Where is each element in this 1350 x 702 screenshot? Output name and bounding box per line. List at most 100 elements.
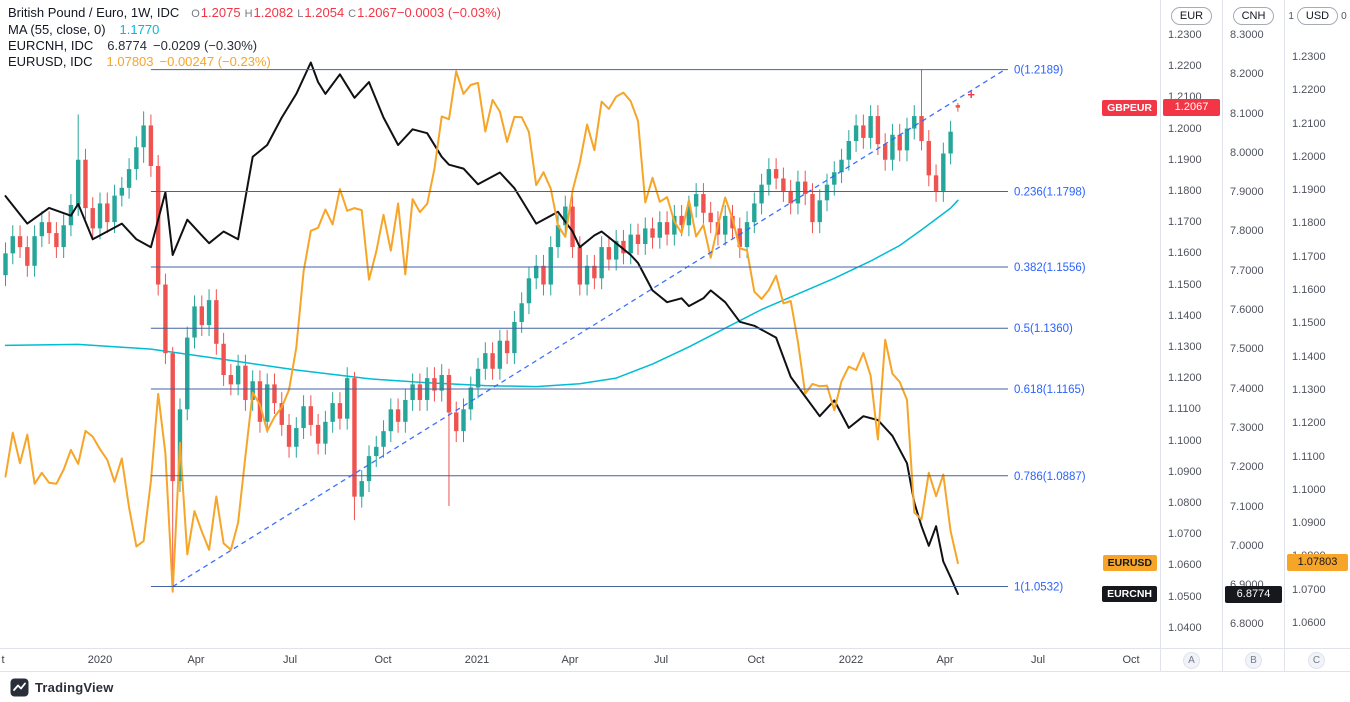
chart-plot-area[interactable]: 0(1.2189) 0.236(1.1798) 0.382(1.1556) 0.5(1… xyxy=(0,0,1160,648)
eur-chip-label: EUR xyxy=(1170,7,1213,25)
price-tick: 1.1300 xyxy=(1292,383,1326,396)
axis-currency-cnh[interactable]: CNH xyxy=(1223,7,1284,25)
price-tick: 7.1000 xyxy=(1230,500,1264,513)
price-tick: 1.0600 xyxy=(1292,617,1326,630)
price-axis-cnh[interactable]: CNH 6.80006.90007.00007.10007.20007.3000… xyxy=(1222,0,1284,648)
price-tick: 1.2300 xyxy=(1292,50,1326,63)
legend-eurusd[interactable]: EURUSD, IDC 1.07803 −0.00247 (−0.23%) xyxy=(8,54,501,70)
scale-button-a[interactable]: A xyxy=(1183,652,1200,669)
open-value: 1.2075 xyxy=(200,5,241,20)
price-tick: 1.1200 xyxy=(1168,372,1202,385)
price-tick: 1.0600 xyxy=(1168,559,1202,572)
price-tick: 1.1400 xyxy=(1168,309,1202,322)
price-tick: 1.1300 xyxy=(1168,340,1202,353)
time-label: Jul xyxy=(653,654,669,666)
price-tick: 1.0900 xyxy=(1292,517,1326,530)
price-tick: 7.6000 xyxy=(1230,304,1264,317)
time-label: Apr xyxy=(936,654,954,666)
price-tick: 8.1000 xyxy=(1230,107,1264,120)
svg-text:0.236(1.1798): 0.236(1.1798) xyxy=(1014,187,1086,199)
last-price-marker: + xyxy=(967,87,975,102)
price-tick: 7.0000 xyxy=(1230,539,1264,552)
price-tick: 1.1700 xyxy=(1292,250,1326,263)
price-tick: 1.1800 xyxy=(1168,184,1202,197)
price-tick: 1.2100 xyxy=(1292,117,1326,130)
eurusd-change: −0.00247 (−0.23%) xyxy=(159,54,271,69)
axis-separator xyxy=(1284,649,1285,671)
svg-text:0.5(1.1360): 0.5(1.1360) xyxy=(1014,323,1073,335)
price-tick: 7.3000 xyxy=(1230,421,1264,434)
cnh-chip-label: CNH xyxy=(1232,7,1275,25)
price-tick: 1.2200 xyxy=(1292,84,1326,97)
price-tick: 1.1900 xyxy=(1168,153,1202,166)
price-tick: 7.4000 xyxy=(1230,382,1264,395)
ma-value: 1.1770 xyxy=(119,22,160,37)
price-tick: 1.0800 xyxy=(1168,496,1202,509)
price-tick: 1.2000 xyxy=(1292,150,1326,163)
tradingview-logo-text: TradingView xyxy=(35,680,114,695)
usd-chip-post: 0 xyxy=(1341,10,1347,22)
price-tick: 1.1600 xyxy=(1292,284,1326,297)
eurusd-line[interactable] xyxy=(4,70,959,593)
svg-text:1(1.0532): 1(1.0532) xyxy=(1014,582,1063,594)
change-value: −0.0003 (−0.03%) xyxy=(396,5,501,20)
trend-line[interactable] xyxy=(172,69,1006,588)
price-tick: 1.0400 xyxy=(1168,621,1202,634)
legend-ma55[interactable]: MA (55, close, 0) 1.1770 xyxy=(8,22,501,38)
legend-eurcnh[interactable]: EURCNH, IDC 6.8774 −0.0209 (−0.30%) xyxy=(8,38,501,54)
price-tick: 1.0700 xyxy=(1168,528,1202,541)
low-value: 1.2054 xyxy=(304,5,345,20)
ohlc-key: O xyxy=(191,8,200,20)
ohlc-key: C xyxy=(348,8,357,20)
tradingview-logo-icon xyxy=(10,678,29,697)
eurcnh-line[interactable] xyxy=(4,61,959,595)
price-tick: 1.0900 xyxy=(1168,465,1202,478)
eurcnh-price-badge: 6.8774 xyxy=(1225,585,1282,603)
scale-button-c[interactable]: C xyxy=(1308,652,1325,669)
price-tick: 7.2000 xyxy=(1230,461,1264,474)
legend-main-series[interactable]: British Pound / Euro, 1W, IDC O 1.2075 H… xyxy=(8,5,501,22)
price-tick: 1.1100 xyxy=(1292,450,1325,463)
price-tick: 8.2000 xyxy=(1230,68,1264,81)
axis-currency-usd[interactable]: 1 USD 0 xyxy=(1285,7,1350,25)
price-axis-usd[interactable]: 1 USD 0 1.06001.07001.08001.09001.10001.… xyxy=(1284,0,1350,648)
price-tick: 1.1400 xyxy=(1292,350,1326,363)
price-tick: 1.1200 xyxy=(1292,417,1326,430)
eurusd-series-label: EURUSD xyxy=(1102,554,1157,571)
price-tick: 1.1000 xyxy=(1292,483,1326,496)
svg-text:0.618(1.1165): 0.618(1.1165) xyxy=(1014,384,1085,396)
chart-canvas[interactable]: 0(1.2189) 0.236(1.1798) 0.382(1.1556) 0.5(1… xyxy=(0,0,1160,648)
price-tick: 1.1700 xyxy=(1168,216,1202,229)
axis-separator xyxy=(1160,649,1161,671)
time-label: Oct xyxy=(374,654,392,666)
time-label: Apr xyxy=(187,654,205,666)
price-tick: 7.7000 xyxy=(1230,264,1264,277)
ma55-line[interactable] xyxy=(4,199,959,388)
axis-currency-eur[interactable]: EUR xyxy=(1161,7,1222,25)
ohlc-key: H xyxy=(244,8,253,20)
price-tick: 1.1100 xyxy=(1168,403,1201,416)
eurusd-price-badge: 1.07803 xyxy=(1287,554,1348,572)
svg-text:0.382(1.1556): 0.382(1.1556) xyxy=(1014,262,1086,274)
gbpeur-candles[interactable] xyxy=(3,69,961,587)
usd-chip-pre: 1 xyxy=(1288,10,1294,22)
close-value: 1.2067 xyxy=(357,5,397,20)
price-tick: 1.1800 xyxy=(1292,217,1326,230)
bottom-bar: TradingView xyxy=(0,673,1350,702)
eurcnh-title: EURCNH, IDC xyxy=(8,38,94,53)
price-tick: 7.5000 xyxy=(1230,343,1264,356)
time-label: 2022 xyxy=(838,654,864,666)
scale-button-b[interactable]: B xyxy=(1245,652,1262,669)
ma-title: MA (55, close, 0) xyxy=(8,22,106,37)
eurcnh-series-label: EURCNH xyxy=(1102,586,1157,602)
time-axis[interactable]: t 2020 Apr Jul Oct 2021 Apr Jul Oct 2022 Apr Jul Oct… xyxy=(0,648,1350,672)
price-tick: 8.0000 xyxy=(1230,146,1264,159)
price-tick: 1.1600 xyxy=(1168,247,1202,260)
fib-retracement-lines[interactable] xyxy=(150,69,1008,588)
eurusd-title: EURUSD, IDC xyxy=(8,54,93,69)
price-axis-eur[interactable]: EUR 1.0400 1.0500 1.0600 1.0700 1.0800 1.0900… xyxy=(1160,0,1222,648)
time-label: 2021 xyxy=(464,654,490,666)
tradingview-logo[interactable]: TradingView xyxy=(10,678,114,697)
symbol-title: British Pound / Euro, 1W, IDC xyxy=(8,5,180,20)
eurcnh-value: 6.8774 xyxy=(107,38,147,53)
